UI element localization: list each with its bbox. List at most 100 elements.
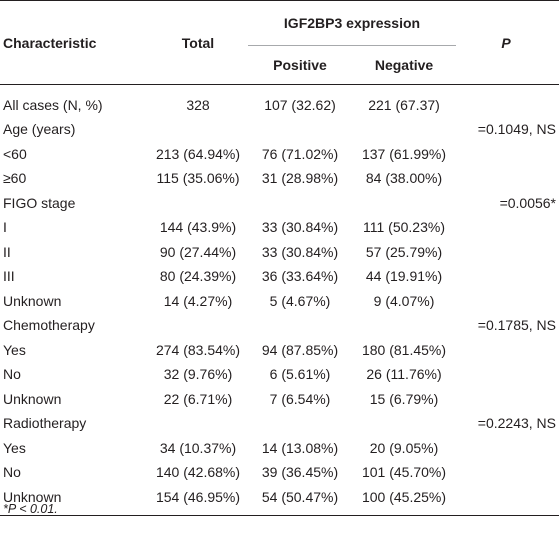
- cell-negative: 84 (38.00%): [365, 170, 443, 187]
- cell-negative: [352, 117, 456, 142]
- cell-total: 140 (42.68%): [155, 464, 241, 481]
- table-row: No 32 (9.76%) 6 (5.61%) 26 (11.76%): [0, 362, 559, 387]
- cell-label: No: [3, 464, 21, 481]
- cell-positive: 94 (87.85%): [261, 341, 339, 358]
- cell-total: [148, 313, 248, 338]
- cell-label: Unknown: [3, 292, 62, 309]
- table-row: II 90 (27.44%) 33 (30.84%) 57 (25.79%): [0, 240, 559, 265]
- cell-total: [148, 191, 248, 216]
- cell-positive: [248, 313, 352, 338]
- table-row: III 80 (24.39%) 36 (33.64%) 44 (19.91%): [0, 264, 559, 289]
- cell-positive: [248, 191, 352, 216]
- data-table: Characteristic Total IGF2BP3 expression …: [0, 0, 559, 516]
- cell-negative: 26 (11.76%): [366, 366, 442, 383]
- cell-total: 144 (43.9%): [159, 219, 237, 236]
- cell-negative: 44 (19.91%): [365, 268, 443, 285]
- cell-positive: [248, 117, 352, 142]
- table-row: I 144 (43.9%) 33 (30.84%) 111 (50.23%): [0, 215, 559, 240]
- cell-p: [456, 215, 559, 240]
- cell-positive: 107 (32.62): [264, 97, 336, 113]
- cell-total: 34 (10.37%): [159, 439, 237, 456]
- cell-positive: 6 (5.61%): [269, 366, 331, 383]
- cell-positive: 76 (71.02%): [261, 145, 339, 162]
- cell-total: 328: [186, 97, 210, 113]
- cell-negative: [352, 191, 456, 216]
- cell-total: 80 (24.39%): [159, 268, 237, 285]
- table-row: Chemotherapy =0.1785, NS: [0, 313, 559, 338]
- cell-negative: 101 (45.70%): [361, 464, 447, 481]
- cell-total: [148, 411, 248, 436]
- cell-p: [456, 142, 559, 167]
- cell-p: =0.2243, NS: [477, 415, 557, 432]
- cell-label: FIGO stage: [3, 194, 76, 211]
- cell-positive: 33 (30.84%): [261, 243, 339, 260]
- cell-negative: 20 (9.05%): [369, 439, 439, 456]
- table-row: Yes 274 (83.54%) 94 (87.85%) 180 (81.45%): [0, 338, 559, 363]
- table-row: Radiotherapy =0.2243, NS: [0, 411, 559, 436]
- header-negative: Negative: [374, 57, 434, 73]
- cell-total: 154 (46.95%): [155, 488, 241, 505]
- cell-label: ≥60: [3, 170, 27, 187]
- cell-positive: 33 (30.84%): [261, 219, 339, 236]
- cell-p: [456, 460, 559, 485]
- cell-positive: 36 (33.64%): [261, 268, 339, 285]
- cell-positive: [248, 411, 352, 436]
- cell-p: =0.0056*: [499, 194, 557, 211]
- header-p-value: P: [501, 34, 511, 51]
- table-row: No 140 (42.68%) 39 (36.45%) 101 (45.70%): [0, 460, 559, 485]
- cell-positive: 5 (4.67%): [269, 292, 331, 309]
- cell-positive: 54 (50.47%): [261, 488, 339, 505]
- table-row: Unknown 154 (46.95%) 54 (50.47%) 100 (45.25…: [0, 485, 559, 516]
- cell-p: =0.1049, NS: [477, 121, 557, 138]
- cell-label: All cases (N, %): [3, 97, 103, 113]
- cell-p: [456, 166, 559, 191]
- cell-p: [456, 387, 559, 412]
- cell-p: [456, 85, 559, 118]
- table-footnote: *P < 0.01.: [3, 502, 58, 516]
- cell-total: 274 (83.54%): [155, 341, 241, 358]
- cell-total: 32 (9.76%): [163, 366, 233, 383]
- cell-total: 22 (6.71%): [163, 390, 233, 407]
- cell-p: [456, 362, 559, 387]
- table-body: All cases (N, %) 328 107 (32.62) 221 (67.37…: [0, 85, 559, 516]
- cell-positive: 7 (6.54%): [269, 390, 331, 407]
- cell-negative: 221 (67.37): [368, 97, 440, 113]
- table-row: All cases (N, %) 328 107 (32.62) 221 (67.37…: [0, 85, 559, 118]
- cell-negative: 9 (4.07%): [373, 292, 435, 309]
- cell-label: Unknown: [3, 390, 62, 407]
- cell-p: =0.1785, NS: [477, 317, 557, 334]
- table-row: Unknown 22 (6.71%) 7 (6.54%) 15 (6.79%): [0, 387, 559, 412]
- table-row: Age (years) =0.1049, NS: [0, 117, 559, 142]
- cell-label: III: [3, 268, 15, 285]
- cell-negative: 137 (61.99%): [361, 145, 447, 162]
- cell-total: 115 (35.06%): [156, 170, 240, 187]
- cell-label: Yes: [3, 341, 26, 358]
- table-row: Unknown 14 (4.27%) 5 (4.67%) 9 (4.07%): [0, 289, 559, 314]
- cell-label: Yes: [3, 439, 26, 456]
- cell-total: 90 (27.44%): [159, 243, 237, 260]
- cell-label: Age (years): [3, 121, 76, 138]
- header-positive: Positive: [273, 57, 327, 73]
- cell-label: Unknown: [3, 488, 62, 505]
- table-row: ≥60 115 (35.06%) 31 (28.98%) 84 (38.00%): [0, 166, 559, 191]
- cell-label: II: [3, 243, 11, 260]
- header-igf2bp3-expression: IGF2BP3 expression: [248, 0, 457, 46]
- table-row: FIGO stage =0.0056*: [0, 191, 559, 216]
- cell-label: Radiotherapy: [3, 415, 87, 432]
- table-row: Yes 34 (10.37%) 14 (13.08%) 20 (9.05%): [0, 436, 559, 461]
- cell-positive: 31 (28.98%): [261, 170, 339, 187]
- header-characteristic: Characteristic: [3, 34, 97, 51]
- cell-p: [456, 264, 559, 289]
- cell-p: [456, 289, 559, 314]
- cell-label: <60: [3, 145, 27, 162]
- cell-p: [456, 338, 559, 363]
- cell-label: No: [3, 366, 21, 383]
- cell-positive: 39 (36.45%): [261, 464, 339, 481]
- cell-p: [456, 485, 559, 516]
- cell-total: 213 (64.94%): [155, 145, 241, 162]
- cell-negative: 100 (45.25%): [361, 488, 447, 505]
- cell-positive: 14 (13.08%): [261, 439, 339, 456]
- cell-label: I: [3, 219, 7, 236]
- cell-total: 14 (4.27%): [163, 292, 233, 309]
- cell-negative: 180 (81.45%): [361, 341, 447, 358]
